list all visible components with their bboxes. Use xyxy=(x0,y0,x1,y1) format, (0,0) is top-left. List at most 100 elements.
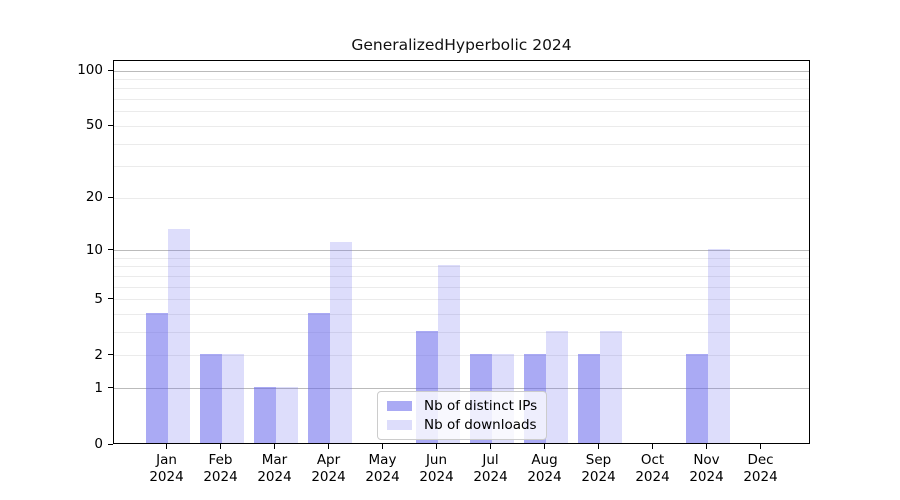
bar-sep-2024-series0 xyxy=(577,353,600,443)
x-tick-year: 2024 xyxy=(527,469,562,485)
bar-jan-2024-series0 xyxy=(145,312,168,443)
x-tick-month: Nov xyxy=(693,452,720,468)
x-tick-mark xyxy=(760,444,761,449)
x-tick-mark xyxy=(382,444,383,449)
x-tick-year: 2024 xyxy=(419,469,454,485)
y-tick-mark xyxy=(108,196,113,198)
x-tick-label: Nov 2024 xyxy=(677,452,737,486)
minor-gridline xyxy=(114,332,809,334)
x-tick-label: Sep 2024 xyxy=(569,452,629,486)
x-tick-mark xyxy=(544,444,545,449)
x-tick-label: Oct 2024 xyxy=(623,452,683,486)
x-tick-label: Dec 2024 xyxy=(731,452,791,486)
x-tick-label: Aug 2024 xyxy=(515,452,575,486)
minor-gridline xyxy=(114,125,809,127)
x-tick-mark xyxy=(490,444,491,449)
legend: Nb of distinct IPs Nb of downloads xyxy=(377,391,548,440)
bar-nov-2024-series0 xyxy=(685,353,708,443)
x-tick-mark xyxy=(220,444,221,449)
minor-gridline xyxy=(114,275,809,277)
y-tick-label: 5 xyxy=(94,290,103,307)
y-tick-label: 10 xyxy=(85,241,103,258)
x-tick-year: 2024 xyxy=(149,469,184,485)
x-tick-label: Mar 2024 xyxy=(245,452,305,486)
minor-gridline xyxy=(114,299,809,301)
x-tick-month: Feb xyxy=(208,452,233,468)
minor-gridline xyxy=(114,78,809,80)
minor-gridline xyxy=(114,257,809,259)
minor-gridline xyxy=(114,166,809,168)
x-tick-month: Aug xyxy=(531,452,558,468)
bar-nov-2024-series1 xyxy=(707,248,730,443)
plot-area xyxy=(113,60,810,444)
x-tick-mark xyxy=(652,444,653,449)
bar-mar-2024-series1 xyxy=(275,386,298,443)
minor-gridline xyxy=(114,88,809,90)
bar-apr-2024-series0 xyxy=(307,312,330,443)
y-tick-mark xyxy=(108,69,113,71)
x-tick-month: Jun xyxy=(425,452,448,468)
x-tick-year: 2024 xyxy=(581,469,616,485)
legend-row-downloads: Nb of downloads xyxy=(387,417,537,433)
x-tick-mark xyxy=(274,444,275,449)
minor-gridline xyxy=(114,314,809,316)
bar-jan-2024-series1 xyxy=(167,229,190,443)
x-tick-label: Jun 2024 xyxy=(407,452,467,486)
x-tick-month: Dec xyxy=(747,452,774,468)
y-tick-label: 0 xyxy=(94,436,103,452)
x-tick-month: May xyxy=(368,452,397,468)
x-tick-label: May 2024 xyxy=(353,452,413,486)
minor-gridline xyxy=(114,266,809,268)
x-tick-year: 2024 xyxy=(311,469,346,485)
legend-swatch-downloads xyxy=(387,420,412,430)
chart-title: GeneralizedHyperbolic 2024 xyxy=(351,36,572,54)
y-tick-mark xyxy=(108,387,113,389)
x-tick-mark xyxy=(166,444,167,449)
y-tick-label: 1 xyxy=(94,379,103,396)
x-tick-label: Jul 2024 xyxy=(461,452,521,486)
major-gridline xyxy=(114,250,809,252)
bar-feb-2024-series1 xyxy=(221,353,244,443)
legend-label-distinct-ips: Nb of distinct IPs xyxy=(424,398,538,414)
major-gridline xyxy=(114,388,809,390)
x-tick-year: 2024 xyxy=(365,469,400,485)
x-tick-month: Jan xyxy=(156,452,177,468)
x-tick-year: 2024 xyxy=(635,469,670,485)
minor-gridline xyxy=(114,197,809,199)
y-tick-mark xyxy=(108,354,113,356)
x-tick-mark xyxy=(328,444,329,449)
x-tick-year: 2024 xyxy=(689,469,724,485)
y-tick-label: 50 xyxy=(85,117,103,134)
y-tick-mark xyxy=(108,124,113,126)
x-tick-month: Apr xyxy=(316,452,341,468)
y-tick-label: 100 xyxy=(77,62,103,79)
minor-gridline xyxy=(114,355,809,357)
x-tick-label: Jan 2024 xyxy=(137,452,197,486)
bar-sep-2024-series1 xyxy=(599,330,622,443)
legend-label-downloads: Nb of downloads xyxy=(424,417,537,433)
x-tick-month: Jul xyxy=(482,452,499,468)
legend-swatch-distinct-ips xyxy=(387,401,412,411)
x-tick-mark xyxy=(706,444,707,449)
x-tick-label: Feb 2024 xyxy=(191,452,251,486)
x-tick-mark xyxy=(436,444,437,449)
x-tick-year: 2024 xyxy=(257,469,292,485)
y-tick-label: 20 xyxy=(85,189,103,206)
bar-apr-2024-series1 xyxy=(329,241,352,443)
x-tick-month: Mar xyxy=(261,452,288,468)
x-tick-label: Apr 2024 xyxy=(299,452,359,486)
x-tick-year: 2024 xyxy=(473,469,508,485)
minor-gridline xyxy=(114,286,809,288)
x-tick-mark xyxy=(598,444,599,449)
x-tick-month: Sep xyxy=(585,452,612,468)
y-tick-mark xyxy=(108,298,113,300)
minor-gridline xyxy=(114,143,809,145)
x-tick-month: Oct xyxy=(640,452,665,468)
y-tick-mark xyxy=(108,249,113,251)
major-gridline xyxy=(114,70,809,72)
y-tick-mark xyxy=(108,443,113,445)
bar-mar-2024-series0 xyxy=(253,386,276,443)
bar-feb-2024-series0 xyxy=(199,353,222,443)
minor-gridline xyxy=(114,111,809,113)
